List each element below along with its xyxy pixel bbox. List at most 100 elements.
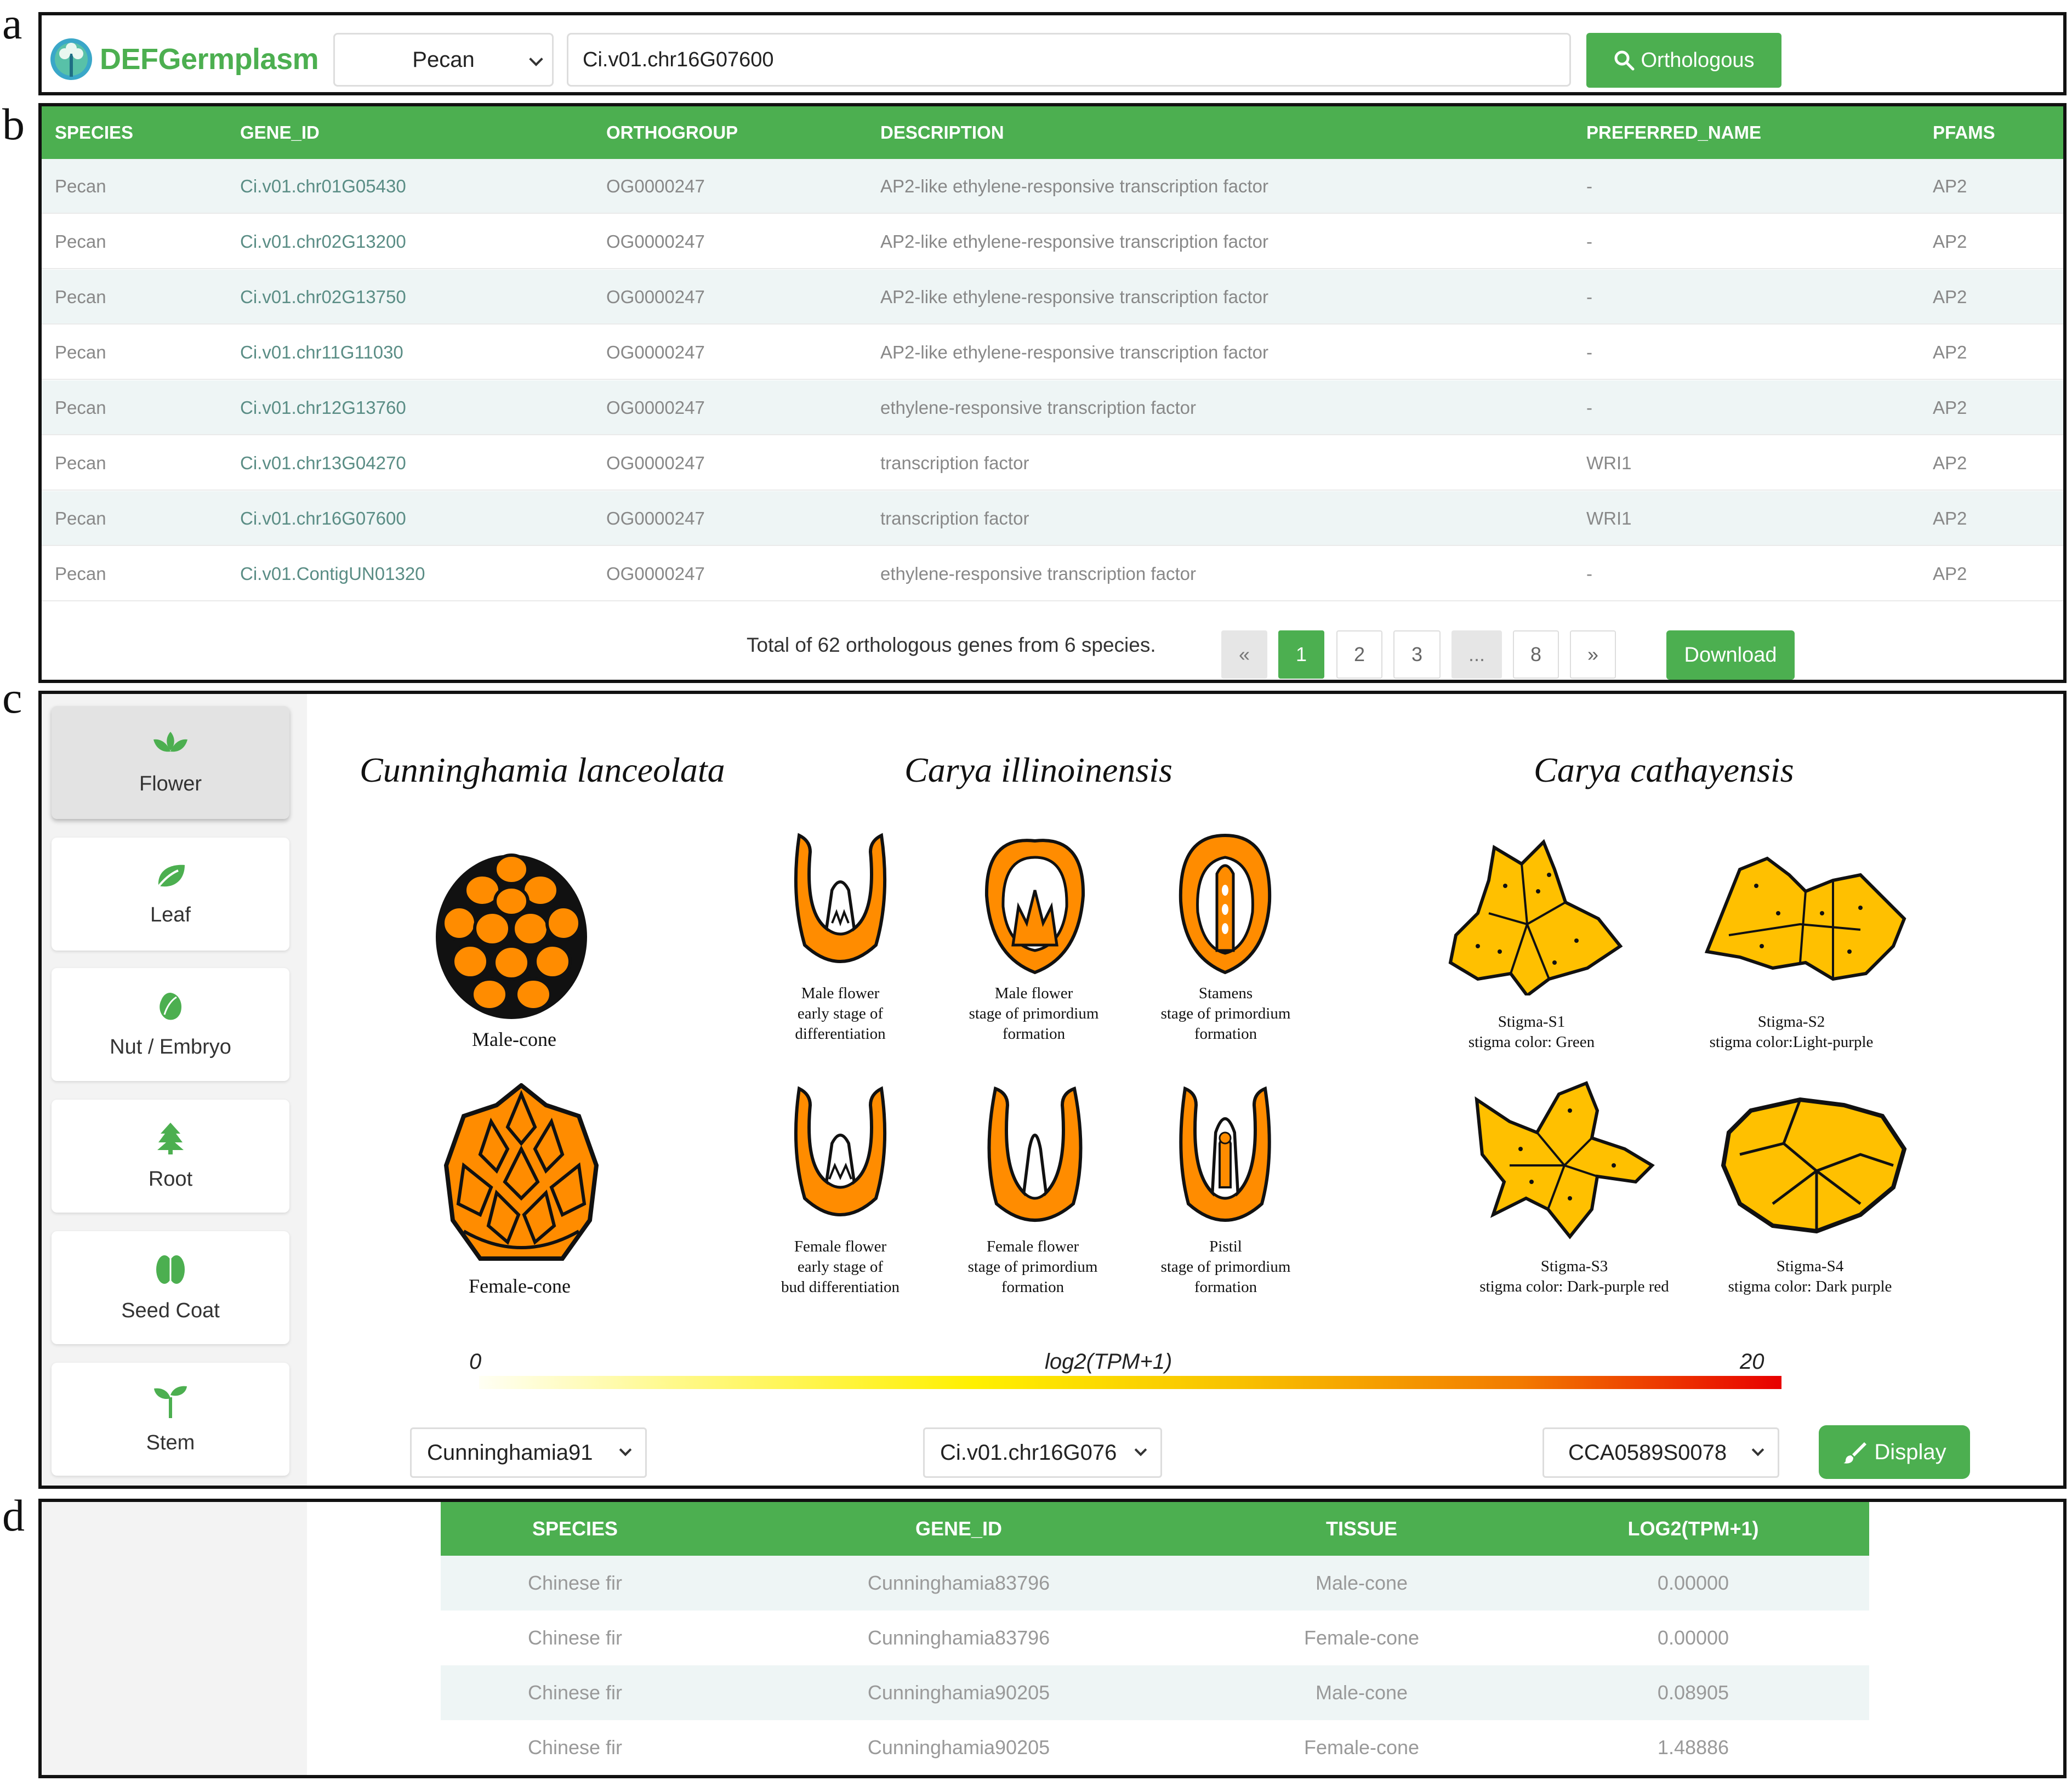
- tissue-tab-root[interactable]: Root: [52, 1100, 289, 1213]
- pagination-page-2[interactable]: 2: [1336, 630, 1382, 679]
- female-flower-early-image[interactable]: [788, 1083, 892, 1231]
- table-row: Chinese fir Cunninghamia90205 Female-cone 1…: [441, 1720, 1869, 1775]
- column-header: LOG2(TPM+1): [1627, 1517, 1759, 1540]
- cathayensis-gene-select[interactable]: CCA0589S0078: [1542, 1427, 1779, 1478]
- caption-line: Male flower: [994, 985, 1073, 1002]
- pistil-image[interactable]: [1173, 1083, 1277, 1237]
- tissue-tab-nut-embryo[interactable]: Nut / Embryo: [52, 968, 289, 1081]
- gene-id-link[interactable]: Ci.v01.chr11G11030: [240, 342, 403, 362]
- table-cell: Cunninghamia83796: [867, 1572, 1050, 1594]
- display-button-label: Display: [1874, 1439, 1946, 1464]
- caption-line: Stamens: [1198, 985, 1253, 1002]
- orthologous-button[interactable]: Orthologous: [1586, 33, 1781, 88]
- table-cell: -: [1586, 564, 1592, 584]
- caption-line: formation: [1001, 1278, 1065, 1296]
- male-cone-caption: Male-cone: [472, 1028, 556, 1050]
- gene-id-link[interactable]: Ci.v01.chr12G13760: [240, 397, 406, 418]
- stigma-s1-image[interactable]: [1445, 837, 1626, 995]
- gene-id-link[interactable]: Ci.v01.chr16G07600: [240, 508, 406, 528]
- select-value: CCA0589S0078: [1568, 1441, 1727, 1465]
- pagination-page-8[interactable]: 8: [1513, 630, 1559, 679]
- table-cell: transcription factor: [880, 453, 1029, 473]
- stigma-s3-image[interactable]: [1471, 1078, 1669, 1242]
- cunninghamia-gene-select[interactable]: Cunninghamia91: [410, 1427, 647, 1478]
- tissue-tab-label: Root: [148, 1167, 193, 1191]
- stamens-image[interactable]: [1173, 830, 1277, 978]
- stigma-s1-caption: Stigma-S1 stigma color: Green: [1438, 1012, 1625, 1052]
- tissue-tab-label: Flower: [139, 772, 202, 795]
- table-cell: 0.00000: [1657, 1572, 1729, 1594]
- female-flower-primordium-image[interactable]: [980, 1083, 1090, 1237]
- table-cell: OG0000247: [606, 231, 705, 252]
- pagination-ellipsis: ...: [1451, 630, 1502, 679]
- table-row: Chinese fir Cunninghamia90205 Male-cone 0.0…: [441, 1665, 1869, 1720]
- table-cell: -: [1586, 176, 1592, 196]
- tissue-tab-stem[interactable]: Stem: [52, 1363, 289, 1476]
- expression-table-panel: SPECIES GENE_ID TISSUE LOG2(TPM+1) Chine…: [38, 1499, 2067, 1778]
- download-button[interactable]: Download: [1666, 630, 1795, 680]
- gene-id-input[interactable]: Ci.v01.chr16G07600: [567, 33, 1571, 87]
- tree-icon: [157, 1122, 184, 1154]
- table-cell: Female-cone: [1303, 1736, 1420, 1759]
- caption-line: Stigma-S3: [1540, 1257, 1608, 1275]
- tissue-tab-flower[interactable]: Flower: [52, 706, 289, 819]
- male-cone-image[interactable]: [432, 846, 591, 1022]
- tissue-tab-leaf[interactable]: Leaf: [52, 838, 289, 951]
- pagination-page-1[interactable]: 1: [1278, 630, 1324, 679]
- table-cell: ethylene-responsive transcription factor: [880, 564, 1196, 584]
- gene-id-link[interactable]: Ci.v01.ContigUN01320: [240, 564, 425, 584]
- color-scale-bar: [479, 1376, 1781, 1389]
- caption-line: stigma color: Green: [1468, 1033, 1595, 1051]
- tissue-tab-seed-coat[interactable]: Seed Coat: [52, 1231, 289, 1344]
- caption-line: formation: [1002, 1025, 1066, 1043]
- table-cell: OG0000247: [606, 176, 705, 196]
- select-value: Ci.v01.chr16G076: [940, 1441, 1117, 1465]
- stigma-s4-image[interactable]: [1718, 1094, 1910, 1237]
- stigma-s4-caption: Stigma-S4 stigma color: Dark purple: [1706, 1256, 1914, 1297]
- panel-label-c: c: [2, 673, 22, 722]
- pagination-prev[interactable]: «: [1221, 630, 1267, 679]
- table-cell: AP2: [1933, 231, 1967, 252]
- caption-line: stigma color: Dark-purple red: [1479, 1278, 1669, 1295]
- pecan-gene-select[interactable]: Ci.v01.chr16G076: [923, 1427, 1162, 1478]
- table-cell: Pecan: [55, 564, 106, 584]
- table-cell: Pecan: [55, 287, 106, 307]
- gene-id-link[interactable]: Ci.v01.chr02G13200: [240, 231, 406, 252]
- sprout-icon: [154, 1386, 187, 1418]
- caption-line: bud differentiation: [781, 1278, 900, 1296]
- display-button[interactable]: Display: [1819, 1425, 1970, 1479]
- caption-line: stigma color:Light-purple: [1709, 1033, 1874, 1051]
- caption-line: stigma color: Dark purple: [1728, 1278, 1892, 1295]
- caption-line: stage of primordium: [967, 1258, 1098, 1276]
- pagination-page-3[interactable]: 3: [1393, 630, 1441, 679]
- stigma-s2-image[interactable]: [1696, 853, 1915, 985]
- logo-text: DEFGermplasm: [100, 43, 319, 76]
- table-cell: AP2: [1933, 176, 1967, 196]
- species-select[interactable]: Pecan: [333, 33, 554, 87]
- gene-id-link[interactable]: Ci.v01.chr02G13750: [240, 287, 406, 307]
- column-header: SPECIES: [532, 1517, 618, 1540]
- panel-label-d: d: [2, 1490, 25, 1540]
- tissue-tab-label: Stem: [146, 1431, 195, 1454]
- caption-line: Stigma-S4: [1776, 1257, 1844, 1275]
- table-cell: -: [1586, 231, 1592, 252]
- table-cell: OG0000247: [606, 397, 705, 418]
- female-cone-image[interactable]: [442, 1083, 601, 1264]
- table-cell: -: [1586, 287, 1592, 307]
- gene-id-link[interactable]: Ci.v01.chr01G05430: [240, 176, 406, 196]
- table-header: SPECIES GENE_ID ORTHOGROUP DESCRIPTION P…: [42, 106, 2063, 159]
- male-flower-early-image[interactable]: [788, 830, 892, 978]
- orthologous-button-label: Orthologous: [1641, 48, 1755, 72]
- search-icon: [1614, 50, 1635, 71]
- column-header: GENE_ID: [240, 122, 320, 143]
- site-logo[interactable]: DEFGermplasm: [49, 37, 319, 81]
- table-header: SPECIES GENE_ID TISSUE LOG2(TPM+1): [441, 1502, 1869, 1556]
- search-header: DEFGermplasm Pecan Ci.v01.chr16G07600 Or…: [38, 12, 2067, 95]
- pagination-next[interactable]: »: [1570, 630, 1616, 679]
- gene-id-link[interactable]: Ci.v01.chr13G04270: [240, 453, 406, 473]
- caption-line: formation: [1194, 1278, 1257, 1296]
- caption-line: Stigma-S2: [1757, 1013, 1825, 1031]
- table-cell: 1.48886: [1657, 1736, 1729, 1759]
- male-flower-primordium-image[interactable]: [980, 830, 1090, 978]
- table-cell: Pecan: [55, 508, 106, 528]
